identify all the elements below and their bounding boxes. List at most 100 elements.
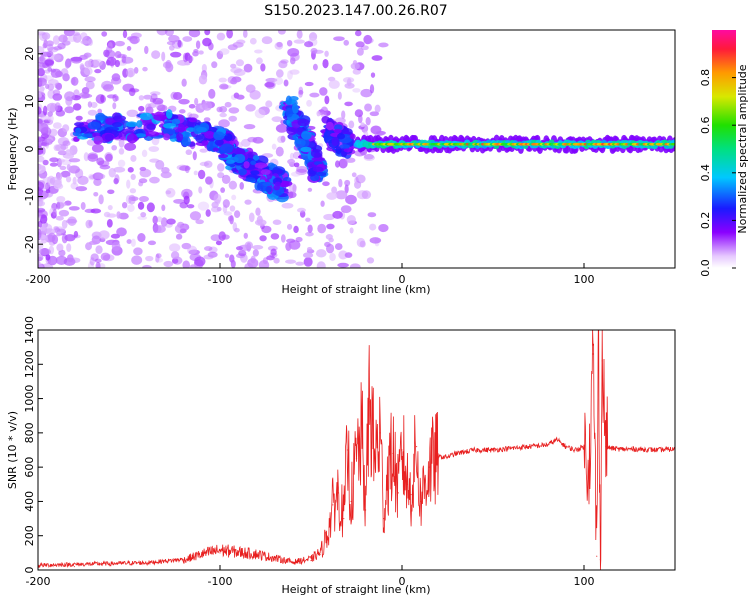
heatmap-cell [221, 174, 231, 185]
heatmap-cell [38, 156, 45, 163]
snr-point [383, 517, 385, 520]
heatmap-cell [218, 153, 229, 159]
heatmap-cell [225, 159, 235, 164]
heatmap-cell [38, 77, 47, 87]
heatmap-cell [326, 223, 335, 230]
heatmap-cell [74, 122, 85, 127]
heatmap-cell [70, 56, 82, 64]
heatmap-cell [99, 164, 111, 170]
heatmap-cell [302, 252, 314, 259]
heatmap-cell [41, 263, 54, 268]
heatmap-cell [94, 69, 102, 74]
heatmap-cell [63, 30, 75, 37]
heatmap-cell [296, 30, 303, 39]
heatmap-cell [89, 59, 100, 68]
snr-point [419, 500, 421, 503]
heatmap-cell [129, 35, 140, 44]
heatmap-cell [89, 240, 98, 245]
heatmap-cell [349, 263, 361, 268]
heatmap-cell [338, 178, 343, 188]
heatmap-cell [145, 255, 154, 262]
heatmap-cell [235, 59, 245, 67]
heatmap-cell [315, 249, 327, 258]
heatmap-cell [98, 194, 104, 205]
heatmap-cell [126, 45, 132, 51]
heatmap-cell [89, 257, 95, 266]
heatmap-cell [366, 257, 375, 264]
heatmap-cell [184, 165, 190, 174]
heatmap-cell [316, 110, 321, 117]
heatmap-cell [343, 148, 353, 153]
heatmap-cell [105, 153, 113, 162]
heatmap-cell [365, 117, 371, 126]
heatmap-cell [95, 262, 101, 268]
heatmap-cell [223, 211, 233, 216]
heatmap-cell [219, 83, 229, 90]
heatmap-cell [53, 226, 59, 231]
heatmap-cell [244, 262, 254, 268]
heatmap-cell [194, 97, 199, 106]
heatmap-cell [84, 76, 96, 83]
heatmap-cell [334, 243, 343, 251]
heatmap-cell [293, 225, 299, 234]
snr-y-tick-label: 600 [23, 457, 36, 478]
heatmap-cell [216, 106, 223, 113]
heatmap-cell [52, 208, 57, 216]
heatmap-cell [45, 83, 50, 90]
heatmap-cell [251, 245, 264, 250]
heatmap-cell [179, 165, 191, 172]
heatmap-cell [138, 105, 145, 112]
heatmap-cell [218, 77, 227, 83]
heatmap-cell [290, 171, 302, 177]
heatmap-cell [283, 79, 289, 87]
snr-y-tick-label: 1200 [23, 350, 36, 378]
snr-y-tick-label: 800 [23, 422, 36, 443]
heatmap-cell [333, 128, 342, 134]
heatmap-cell [38, 200, 46, 207]
heatmap-cell [294, 138, 306, 148]
heatmap-cell [254, 49, 263, 54]
heatmap-cell [360, 122, 365, 128]
heatmap-cell [92, 59, 103, 67]
heatmap-cell [222, 199, 230, 208]
heatmap-cell [378, 42, 389, 48]
heatmap-cell [142, 264, 152, 268]
snr-point [610, 447, 612, 449]
heatmap-cell [100, 94, 105, 103]
heatmap-cell [169, 243, 181, 252]
heatmap-cell [139, 166, 147, 172]
snr-point [528, 445, 531, 448]
snr-x-tick-label: 0 [399, 575, 406, 588]
heatmap-cell [117, 159, 126, 168]
heatmap-cell [93, 178, 102, 187]
heatmap-cell [38, 145, 44, 155]
heatmap-cell [55, 70, 63, 78]
heatmap-cell [333, 36, 345, 42]
heatmap-cell [338, 250, 348, 260]
heatmap-cell [205, 209, 211, 217]
heatmap-cell [178, 98, 190, 105]
heatmap-cell [55, 255, 68, 265]
heatmap-cell [208, 88, 216, 99]
colorbar-tick-label: 0.2 [699, 212, 712, 230]
heatmap-cell [49, 162, 58, 167]
heatmap-cell [118, 212, 129, 220]
heatmap-cell [202, 37, 212, 47]
heatmap-cell [177, 39, 182, 48]
heatmap-cell [93, 192, 99, 197]
heatmap-cell [295, 236, 303, 243]
heatmap-cell [149, 158, 160, 163]
heatmap-cell [155, 253, 160, 263]
heatmap-cell [46, 43, 54, 52]
heatmap-cell [80, 201, 86, 210]
heatmap-cell [337, 91, 342, 100]
heatmap-cell [205, 176, 213, 185]
heatmap-cell [47, 232, 56, 243]
heatmap-cell [168, 45, 175, 51]
heatmap-cell [112, 115, 126, 122]
spectrogram-x-tick-label: 0 [399, 273, 406, 286]
heatmap-cell [264, 81, 275, 88]
heatmap-cell [193, 170, 198, 176]
